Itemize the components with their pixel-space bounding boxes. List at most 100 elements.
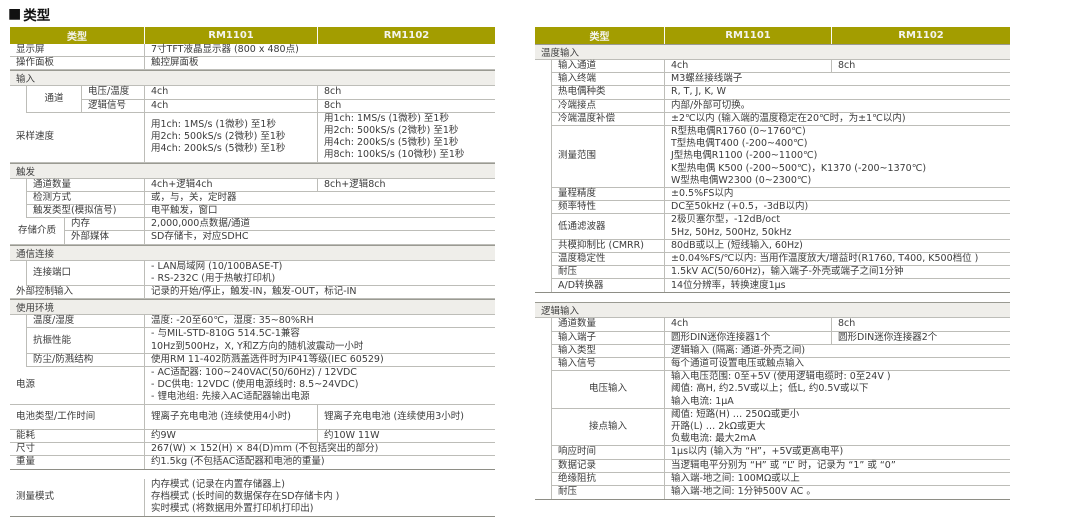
- cell-value-span: 1.5kV AC(50/60Hz)，输入端子-外壳或端子之间1分钟: [665, 266, 1010, 280]
- row-label: 输入通道: [552, 60, 665, 74]
- section-header: 输入: [10, 70, 495, 87]
- indent-spacer: [535, 86, 552, 100]
- measurement-mode-table: 测量模式 内存模式 (记录在内置存储器上) 存档模式 (长时间的数据保存在SD存储卡…: [10, 479, 495, 517]
- cell-value-rm1102: 用1ch: 1MS/s (1微秒) 至1秒 用2ch: 500kS/s (2微秒)…: [318, 113, 495, 163]
- value-line: 圆形DIN迷你连接器1个: [671, 331, 771, 343]
- cell-value-span: - 与MIL-STD-810G 514.5C-1兼容 10Hz到500Hz，X, …: [145, 328, 495, 354]
- value-line: 8ch: [324, 86, 342, 98]
- spec-row: A/D转换器 14位分辨率，转换速度1μs: [535, 279, 1010, 293]
- cell-value-rm1101: 4ch: [665, 318, 832, 332]
- value-line: 尺寸: [16, 442, 36, 454]
- cell-value-span: 80dB或以上 (短线输入, 60Hz): [665, 240, 1010, 254]
- spec-row: 连接端口 - LAN局域网 (10/100BASE-T) - RS-232C (用于…: [10, 260, 495, 287]
- value-line: 内存: [71, 218, 91, 230]
- value-line: 通道数量: [558, 318, 597, 330]
- cell-value-span: 2极贝塞尔型，-12dB/oct 5Hz, 50Hz, 500Hz, 50kHz: [665, 214, 1010, 240]
- spec-row: 绝缘阻抗 输入端-地之间: 100MΩ或以上: [535, 472, 1010, 487]
- spec-row: 操作面板 触控屏面板: [10, 57, 495, 71]
- spec-row: 测量模式 内存模式 (记录在内置存储器上) 存档模式 (长时间的数据保存在SD存储卡…: [10, 479, 495, 516]
- value-line: - DC供电: 12VDC (使用电源线时: 8.5~24VDC): [151, 379, 359, 391]
- cell-value-rm1102: 锂离子充电电池 (连续使用3小时): [318, 405, 495, 430]
- table-header-row: 类型 RM1101 RM1102: [535, 27, 1010, 44]
- value-line: 2,000,000点数据/通道: [151, 218, 251, 230]
- row-label: 显示屏: [10, 44, 145, 58]
- cell-value-span: 2,000,000点数据/通道: [145, 218, 495, 232]
- spec-row: 能耗 约9W 约10W 11W: [10, 429, 495, 443]
- row-label: 电压/温度: [82, 86, 145, 100]
- value-line: 输入电压范围: 0至+5V (使用逻辑电缆时: 0至24V ): [671, 371, 891, 383]
- row-label: 通道数量: [27, 178, 145, 192]
- cell-value-span: 使用RM 11-402防溅盖选件时为IP41等级(IEC 60529): [145, 353, 495, 368]
- value-line: - RS-232C (用于热敏打印机): [151, 272, 276, 284]
- group-stack: 内存 2,000,000点数据/通道 外部媒体 SD存储卡，对应SDHC: [65, 218, 495, 245]
- value-line: 使用RM 11-402防溅盖选件时为IP41等级(IEC 60529): [151, 353, 384, 365]
- row-label: 温度/湿度: [27, 315, 145, 329]
- indent-spacer: [535, 279, 552, 293]
- indent-spacer: [535, 126, 552, 189]
- spec-group-row: 存储介质 内存 2,000,000点数据/通道 外部媒体 SD存储卡，对应SDHC: [10, 218, 495, 245]
- row-label: 重量: [10, 456, 145, 470]
- value-line: 5Hz, 50Hz, 500Hz, 50kHz: [671, 226, 792, 238]
- value-line: 防尘/防溅结构: [33, 353, 94, 365]
- value-line: 用4ch: 200kS/s (5微秒) 至1秒: [324, 137, 459, 149]
- column-header-rm1101: RM1101: [145, 27, 318, 44]
- value-line: 温度: -20至60℃，湿度: 35~80%RH: [151, 315, 314, 327]
- cell-value-span: 1μs以内 (输入为 “H”，+5V或更高电平): [665, 446, 1010, 460]
- row-label: 内存: [65, 218, 145, 232]
- indent-spacer: [10, 178, 27, 192]
- value-line: ±0.5%FS以内: [671, 188, 734, 200]
- value-line: 圆形DIN迷你连接器2个: [838, 331, 938, 343]
- section-header: 通信连接: [10, 244, 495, 261]
- indent-spacer: [535, 253, 552, 267]
- column-header-rm1102: RM1102: [898, 30, 944, 41]
- page-title: ■ 类型: [8, 4, 50, 24]
- cell-value-span: 逻辑输入 (隔离: 通道-外壳之间): [665, 345, 1010, 359]
- row-label: 量程精度: [552, 188, 665, 202]
- indent-spacer: [535, 99, 552, 113]
- cell-value-rm1102: 圆形DIN迷你连接器2个: [832, 332, 1010, 345]
- group-stack: 电压/温度 4ch 8ch 逻辑信号 4ch 8ch: [82, 86, 495, 113]
- spec-row: 触发类型(模拟信号) 电平触发，窗口: [10, 205, 495, 219]
- value-line: 通道数量: [33, 178, 72, 190]
- value-line: 热电偶种类: [558, 86, 606, 98]
- value-line: 存储介质: [17, 224, 56, 236]
- value-line: 14位分辨率，转换速度1μs: [671, 279, 786, 291]
- value-line: 或，与，关，定时器: [151, 191, 237, 203]
- indent-spacer: [535, 188, 552, 202]
- left-spec-panel: 类型 RM1101 RM1102 显示屏 7寸TFT液晶显示器 (800 x 480点)…: [10, 27, 495, 517]
- row-label: 输入信号: [552, 358, 665, 372]
- value-line: 约1.5kg (不包括AC适配器和电池的重量): [151, 456, 325, 468]
- spec-row: 输入终端 M3螺丝接线端子: [535, 73, 1010, 87]
- value-line: 检测方式: [33, 191, 72, 203]
- spec-row: 响应时间 1μs以内 (输入为 “H”，+5V或更高电平): [535, 446, 1010, 460]
- indent-spacer: [10, 191, 27, 206]
- indent-spacer: [535, 214, 552, 240]
- indent-spacer: [535, 446, 552, 460]
- value-line: 量程精度: [558, 188, 597, 200]
- spec-row: 冷端接点 内部/外部可切换。: [535, 99, 1010, 113]
- value-line: M3螺丝接线端子: [671, 73, 743, 85]
- value-line: 输入类型: [558, 344, 597, 356]
- value-line: 输入端-地之间: 1分钟500V AC 。: [671, 486, 816, 498]
- value-line: 用1ch: 1MS/s (1微秒) 至1秒: [324, 112, 449, 124]
- value-line: 耐压: [558, 266, 578, 278]
- value-line: 通道: [44, 93, 64, 104]
- value-line: 采样速度: [16, 131, 55, 143]
- indent-spacer: [535, 486, 552, 500]
- cell-value-span: 或，与，关，定时器: [145, 191, 495, 206]
- spec-row: 输入端子 圆形DIN迷你连接器1个 圆形DIN迷你连接器2个: [535, 331, 1010, 345]
- value-line: DC至50kHz (+0.5，-3dB以内): [671, 201, 809, 213]
- value-line: 锂离子充电电池 (连续使用3小时): [324, 410, 464, 422]
- value-line: 10Hz到500Hz，X, Y和Z方向的随机波震动一小时: [151, 340, 364, 352]
- value-line: - 与MIL-STD-810G 514.5C-1兼容: [151, 328, 300, 340]
- value-line: 锂离子充电电池 (连续使用4小时): [151, 410, 291, 422]
- spec-row: 量程精度 ±0.5%FS以内: [535, 188, 1010, 202]
- cell-value-rm1101: 用1ch: 1MS/s (1微秒) 至1秒 用2ch: 500kS/s (2微秒)…: [145, 112, 318, 163]
- group-label: 存储介质: [10, 218, 65, 245]
- row-label: 测量模式: [10, 479, 145, 516]
- column-header-rm1101: RM1101: [665, 27, 832, 44]
- value-line: 输入信号: [558, 358, 597, 370]
- value-line: 4ch+逻辑4ch: [151, 178, 213, 190]
- indent-spacer: [535, 266, 552, 280]
- cell-value-span: 触控屏面板: [145, 57, 495, 71]
